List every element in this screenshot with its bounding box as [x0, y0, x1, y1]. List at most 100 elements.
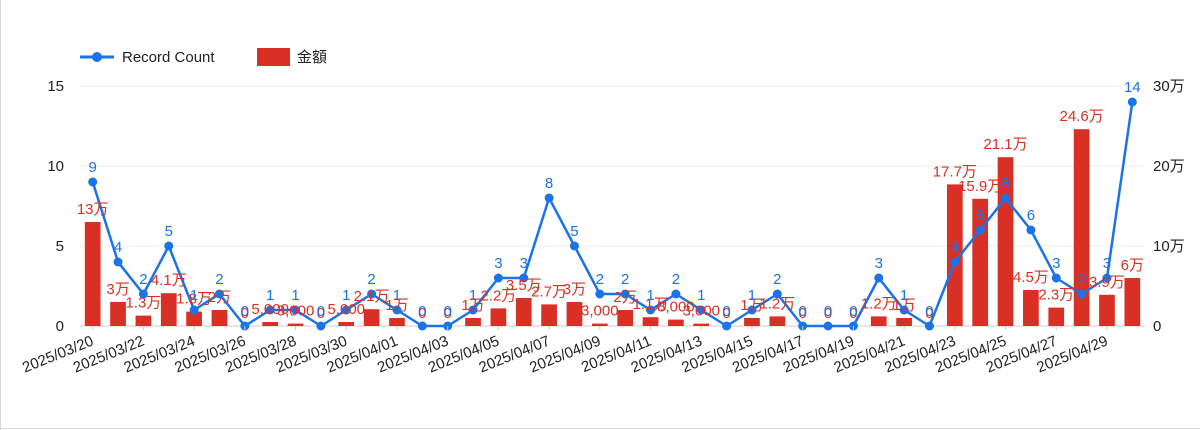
x-axis: 2025/03/202025/03/222025/03/242025/03/26… [20, 326, 1110, 376]
bar[interactable] [617, 310, 634, 326]
line-data-label: 2 [621, 271, 629, 288]
line-point[interactable] [696, 305, 706, 315]
line-data-label: 5 [570, 223, 578, 240]
bar[interactable] [896, 318, 912, 326]
bar[interactable] [338, 322, 355, 326]
bar[interactable] [744, 318, 760, 326]
bar[interactable] [1023, 290, 1039, 326]
bar-data-label: 0 [241, 305, 249, 322]
line-point[interactable] [671, 289, 681, 299]
bar[interactable] [465, 318, 481, 326]
line-data-label: 3 [520, 255, 528, 272]
bar-data-label: 5,000 [251, 301, 289, 318]
bar[interactable] [1099, 294, 1115, 326]
bar[interactable] [769, 316, 786, 326]
bar[interactable] [186, 311, 202, 326]
line-point[interactable] [1001, 193, 1011, 203]
bar[interactable] [668, 319, 684, 326]
line-point[interactable] [316, 321, 326, 331]
bar[interactable] [946, 184, 963, 326]
line-point[interactable] [113, 257, 123, 267]
bar[interactable] [287, 323, 304, 326]
line-point[interactable] [1127, 97, 1137, 107]
bar-data-label: 0 [722, 305, 730, 322]
line-point[interactable] [519, 273, 529, 283]
line-path [91, 101, 1134, 328]
bar-data-label: 0 [418, 305, 426, 322]
line-point[interactable] [747, 305, 757, 315]
line-point[interactable] [646, 305, 656, 315]
bar[interactable] [541, 304, 557, 326]
line-point[interactable] [138, 289, 148, 299]
line-data-label: 0 [418, 303, 426, 320]
line-data-label: 1 [900, 287, 908, 304]
line-point[interactable] [214, 289, 224, 299]
line-point[interactable] [823, 321, 833, 331]
line-point[interactable] [392, 305, 402, 315]
line-point[interactable] [291, 305, 301, 315]
bar[interactable] [84, 222, 101, 326]
bar[interactable] [642, 317, 659, 326]
line-point[interactable] [772, 289, 782, 299]
line-point[interactable] [620, 289, 630, 299]
line-point[interactable] [975, 225, 985, 235]
bar[interactable] [693, 323, 710, 326]
line-data-label: 9 [89, 159, 97, 176]
bar[interactable] [262, 322, 279, 326]
bar[interactable] [566, 302, 583, 326]
line-point[interactable] [569, 241, 579, 251]
line-data-label: 0 [925, 303, 933, 320]
bar[interactable] [591, 323, 608, 326]
line-data-label: 8 [1001, 175, 1009, 192]
line-point[interactable] [595, 289, 605, 299]
bar[interactable] [515, 298, 532, 326]
line-point[interactable] [468, 305, 478, 315]
bar-data-label: 1万 [740, 297, 763, 314]
bar[interactable] [1124, 278, 1141, 326]
bar[interactable] [1048, 307, 1065, 326]
line-data-label: 2 [672, 271, 680, 288]
line-point[interactable] [493, 273, 503, 283]
legend-line-marker [92, 52, 102, 62]
bar-data-label: 0 [824, 305, 832, 322]
bar-data-label: 2.7万 [531, 283, 567, 300]
line-point[interactable] [265, 305, 275, 315]
line-data-label: 3 [494, 255, 502, 272]
line-data-label: 6 [1027, 207, 1035, 224]
line-point[interactable] [88, 177, 98, 187]
line-point[interactable] [722, 321, 732, 331]
bar[interactable] [1073, 129, 1090, 326]
line-point[interactable] [950, 257, 960, 267]
bar[interactable] [363, 309, 380, 326]
line-point[interactable] [341, 305, 351, 315]
line-point[interactable] [874, 273, 884, 283]
line-point[interactable] [367, 289, 377, 299]
legend[interactable]: Record Count 金額 [80, 48, 327, 66]
line-point[interactable] [189, 305, 199, 315]
bar[interactable] [110, 302, 126, 326]
bar-data-label: 15.9万 [958, 178, 1002, 195]
bar-data-label: 21.1万 [983, 136, 1027, 153]
line-data-label: 4 [951, 239, 959, 256]
line-point[interactable] [1077, 289, 1087, 299]
bar[interactable] [870, 316, 887, 326]
bar[interactable] [160, 293, 177, 326]
bar[interactable] [389, 318, 405, 326]
bar[interactable] [135, 315, 152, 326]
bar-data-label: 1万 [461, 297, 484, 314]
line-point[interactable] [164, 241, 174, 251]
line-data-label: 0 [799, 303, 807, 320]
line-data-label: 2 [367, 271, 375, 288]
line-point[interactable] [924, 321, 934, 331]
line-point[interactable] [544, 193, 554, 203]
line-point[interactable] [899, 305, 909, 315]
line-point[interactable] [1026, 225, 1036, 235]
bar[interactable] [211, 310, 228, 326]
line-point[interactable] [1102, 273, 1112, 283]
line-data-label: 4 [114, 239, 122, 256]
line-data-label: 0 [824, 303, 832, 320]
line-point[interactable] [1051, 273, 1061, 283]
bar[interactable] [490, 308, 507, 326]
line-point[interactable] [417, 321, 427, 331]
